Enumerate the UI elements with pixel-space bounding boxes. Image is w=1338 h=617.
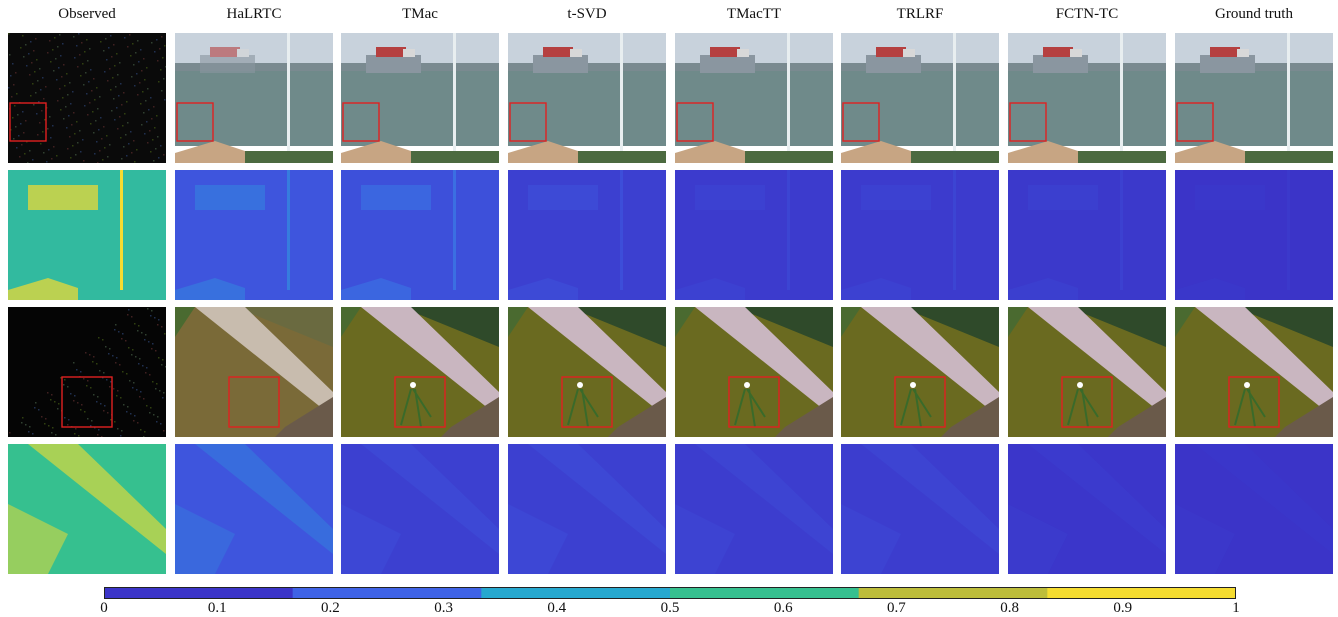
error-map-image <box>675 170 833 300</box>
column-header: TMac <box>402 6 438 22</box>
colorbar-segment <box>1047 587 1237 599</box>
recovered-image <box>1008 33 1166 163</box>
error-map-image <box>341 170 499 300</box>
recovered-image <box>508 307 666 437</box>
colorbar-tick-label: 0.9 <box>1113 600 1133 616</box>
colorbar <box>104 586 1237 599</box>
recovered-image <box>1175 33 1333 163</box>
error-map-image <box>508 170 666 300</box>
recovered-image <box>675 33 833 163</box>
colorbar-segment <box>670 587 860 599</box>
recovered-image <box>508 33 666 163</box>
colorbar-tick-label: 0.3 <box>434 600 453 616</box>
colorbar-tick-label: 0 <box>100 600 108 616</box>
error-map-image <box>1008 170 1166 300</box>
colorbar-segment <box>481 587 671 599</box>
error-map-image <box>841 444 999 574</box>
error-map-image <box>1008 444 1166 574</box>
colorbar-tick-label: 0.6 <box>773 600 793 616</box>
recovered-image <box>341 307 499 437</box>
recovered-image <box>175 307 333 437</box>
recovered-image <box>675 307 833 437</box>
error-map-image <box>1175 444 1333 574</box>
colorbar-tick-label: 0.5 <box>660 600 680 616</box>
colorbar-segment <box>858 587 1048 599</box>
colorbar-tick-label: 0.4 <box>547 600 567 616</box>
column-header: TRLRF <box>896 6 944 22</box>
colorbar-tick-label: 0.2 <box>321 600 340 616</box>
recovered-image <box>841 33 999 163</box>
column-header: t-SVD <box>567 6 607 22</box>
error-map-image <box>508 444 666 574</box>
recovered-image <box>341 33 499 163</box>
error-map-image <box>175 444 333 574</box>
colorbar-segment <box>292 587 482 599</box>
column-header: HaLRTC <box>226 6 282 22</box>
error-map-image <box>341 444 499 574</box>
colorbar-tick-label: 0.8 <box>1000 600 1019 616</box>
error-map-image <box>175 170 333 300</box>
colorbar-tick-label: 0.7 <box>887 600 906 616</box>
column-header: Observed <box>58 6 116 22</box>
recovered-image <box>841 307 999 437</box>
error-map-image <box>841 170 999 300</box>
recovered-image <box>8 33 166 163</box>
colorbar-tick-label: 1 <box>1232 600 1240 616</box>
recovered-image <box>1175 307 1333 437</box>
error-map-image <box>1175 170 1333 300</box>
column-header: TMacTT <box>726 6 782 22</box>
colorbar-tick-label: 0.1 <box>207 600 227 616</box>
error-map-image <box>8 170 166 300</box>
column-header: Ground truth <box>1215 6 1293 22</box>
error-map-image <box>675 444 833 574</box>
recovered-image <box>1008 307 1166 437</box>
recovered-image <box>175 33 333 163</box>
colorbar-segment <box>104 587 294 599</box>
error-map-image <box>8 444 166 574</box>
column-header: FCTN-TC <box>1055 6 1119 22</box>
recovered-image <box>8 307 166 437</box>
